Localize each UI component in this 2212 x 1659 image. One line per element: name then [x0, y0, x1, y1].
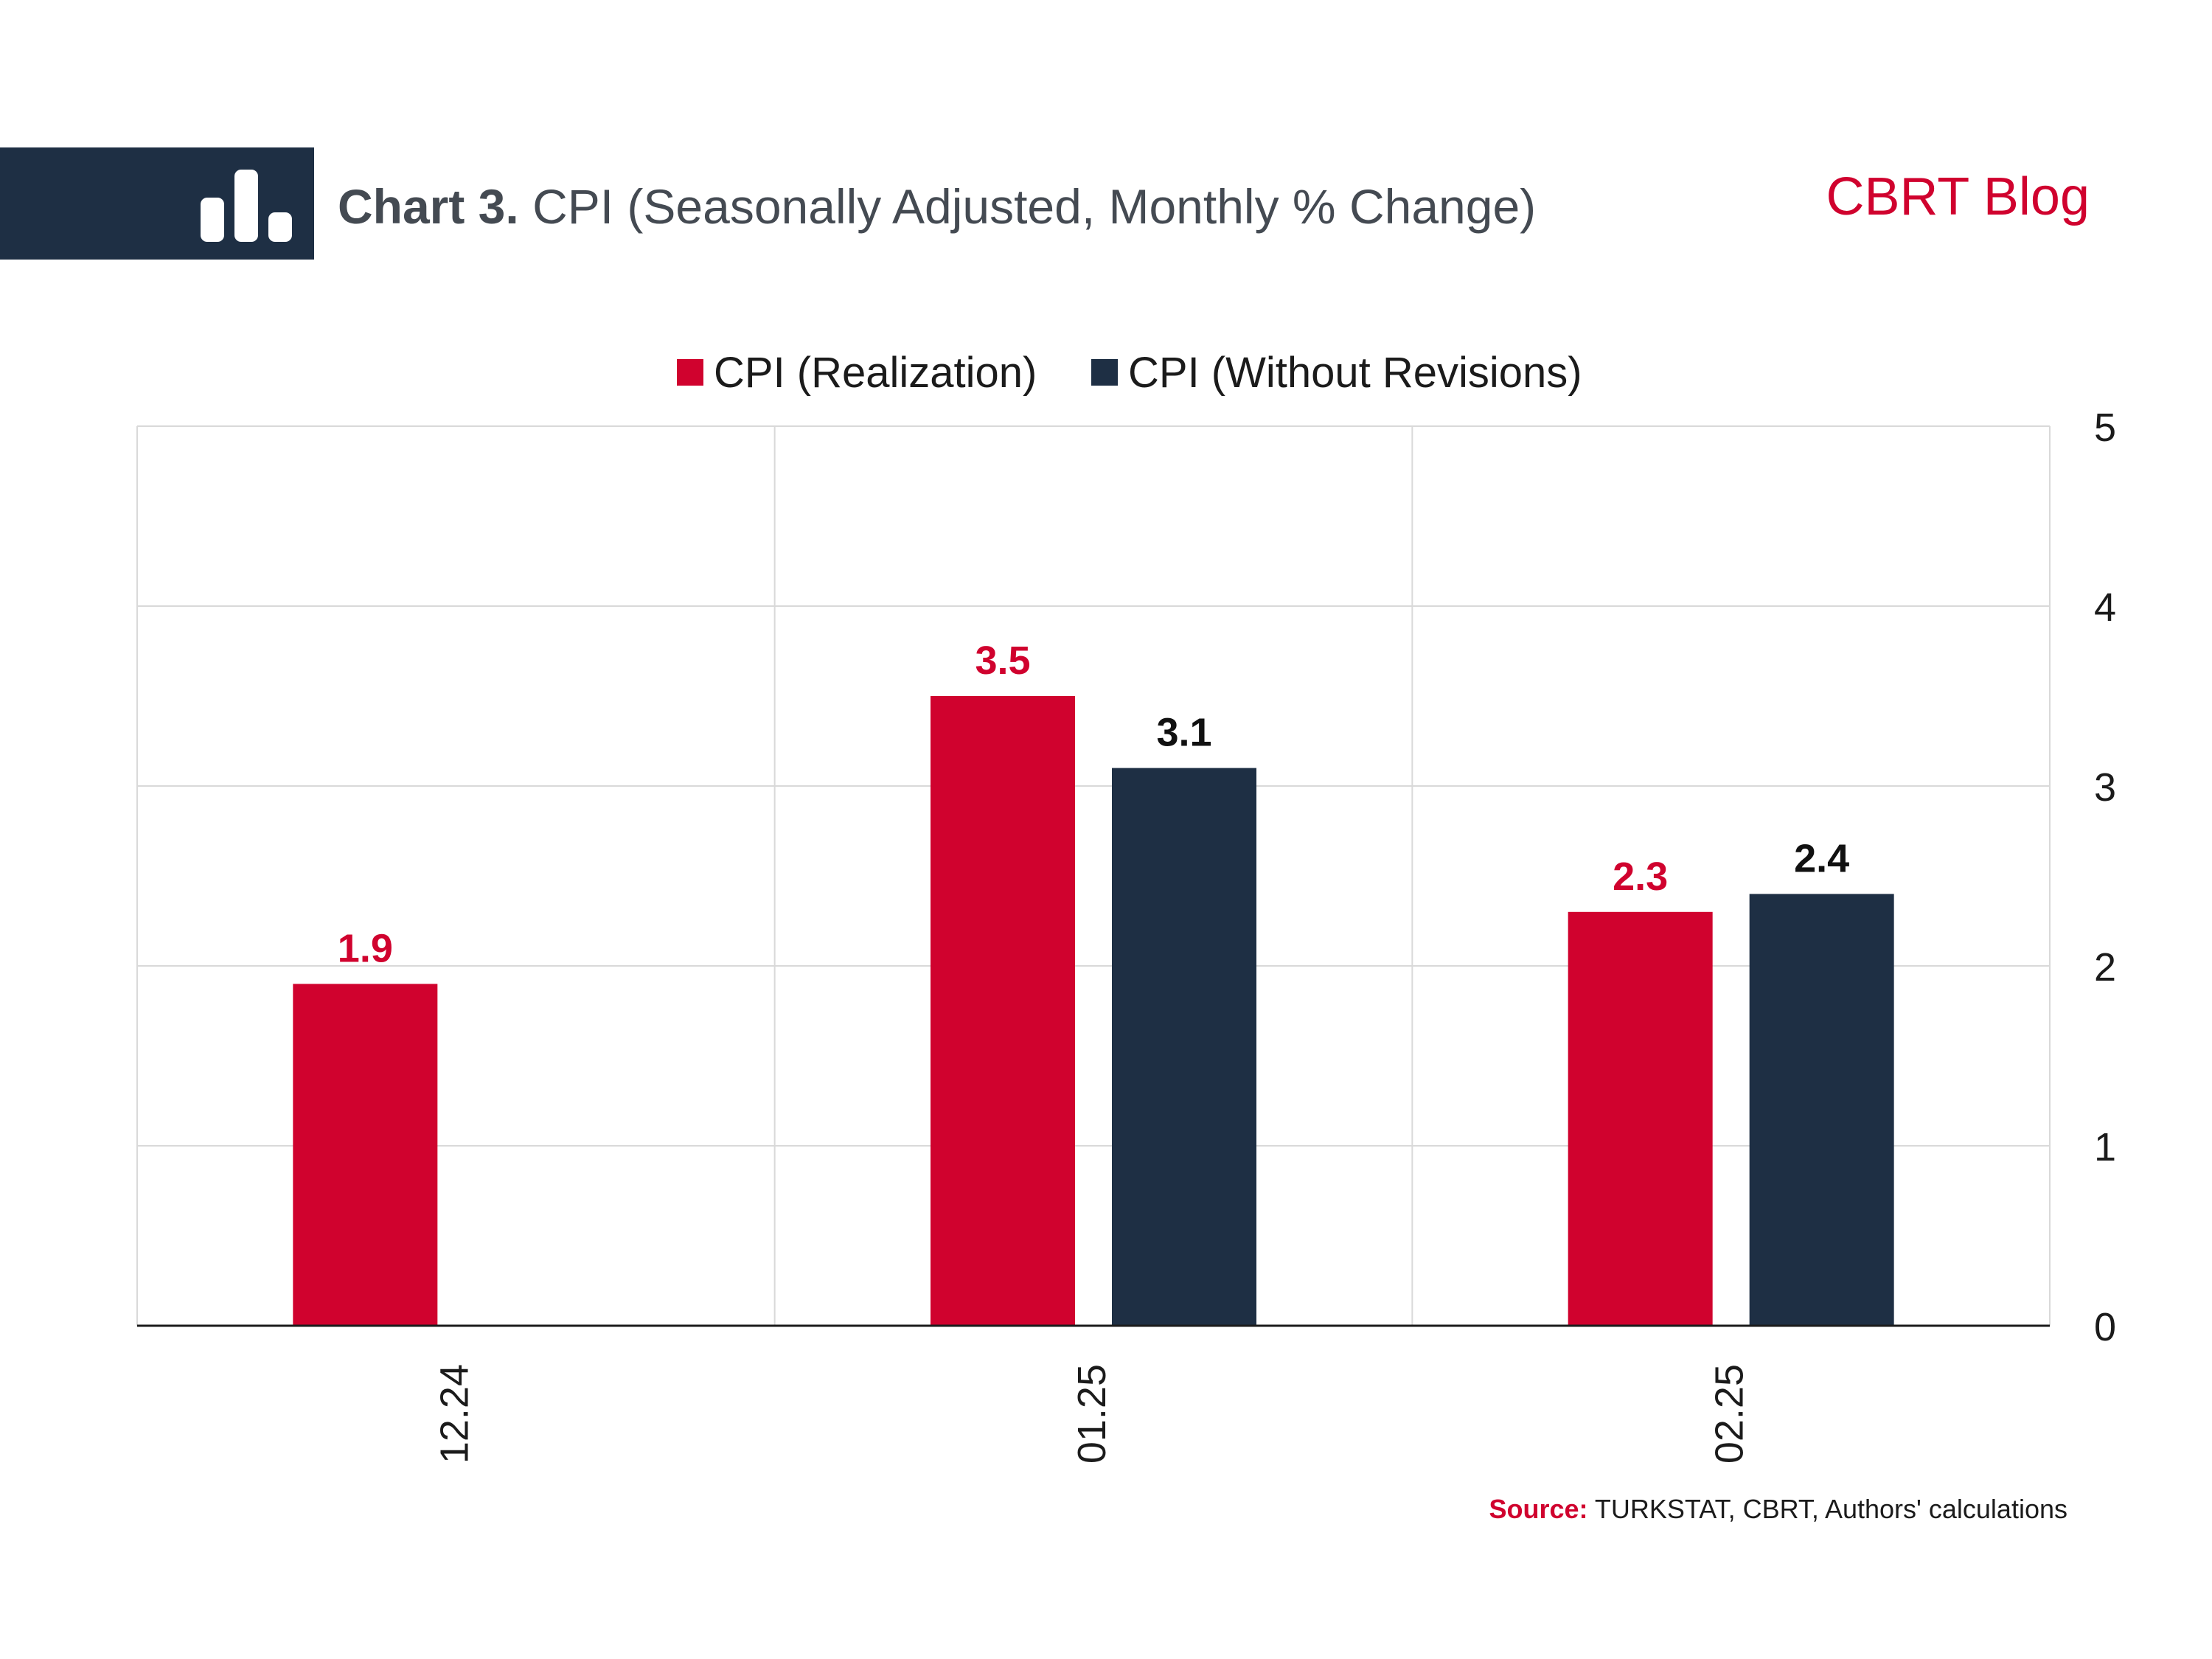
x-tick-label: 12.24	[432, 1364, 476, 1464]
y-tick-label: 1	[2094, 1125, 2116, 1169]
y-tick-label: 3	[2094, 765, 2116, 810]
legend-item-realization: CPI (Realization)	[677, 347, 1037, 398]
source-label: Source:	[1489, 1494, 1588, 1524]
bar-without-revisions	[1112, 768, 1256, 1326]
y-tick-label: 2	[2094, 945, 2116, 990]
legend-label-realization: CPI (Realization)	[714, 348, 1037, 397]
chart-title: Chart 3. CPI (Seasonally Adjusted, Month…	[338, 175, 1536, 237]
legend-item-without-revisions: CPI (Without Revisions)	[1091, 347, 1582, 398]
data-label: 2.3	[1613, 855, 1668, 899]
data-label: 3.1	[1156, 711, 1211, 755]
bar-chart-icon	[201, 170, 292, 242]
data-label: 2.4	[1794, 836, 1849, 880]
chart-title-text: CPI (Seasonally Adjusted, Monthly % Chan…	[518, 179, 1537, 234]
legend-label-without-revisions: CPI (Without Revisions)	[1128, 348, 1582, 397]
bar-without-revisions	[1749, 894, 1894, 1326]
y-tick-label: 4	[2094, 585, 2116, 630]
data-label: 3.5	[975, 639, 1030, 683]
header-band	[0, 147, 314, 260]
chart-title-number: Chart 3.	[338, 179, 519, 234]
x-tick-label: 01.25	[1070, 1364, 1114, 1464]
bar-realization	[1568, 911, 1713, 1326]
brand-label: CBRT Blog	[1826, 167, 2090, 226]
data-label: 1.9	[338, 926, 393, 970]
legend: CPI (Realization) CPI (Without Revisions…	[0, 347, 2212, 398]
x-tick-label: 02.25	[1708, 1364, 1752, 1464]
bar-realization	[931, 696, 1075, 1326]
legend-swatch-without-revisions	[1091, 359, 1118, 386]
legend-swatch-realization	[677, 359, 703, 386]
bar-realization	[293, 984, 438, 1326]
source-note: Source: TURKSTAT, CBRT, Authors' calcula…	[1489, 1494, 2068, 1525]
y-tick-label: 5	[2094, 406, 2116, 450]
y-tick-label: 0	[2094, 1305, 2116, 1349]
source-text: TURKSTAT, CBRT, Authors' calculations	[1587, 1494, 2067, 1524]
